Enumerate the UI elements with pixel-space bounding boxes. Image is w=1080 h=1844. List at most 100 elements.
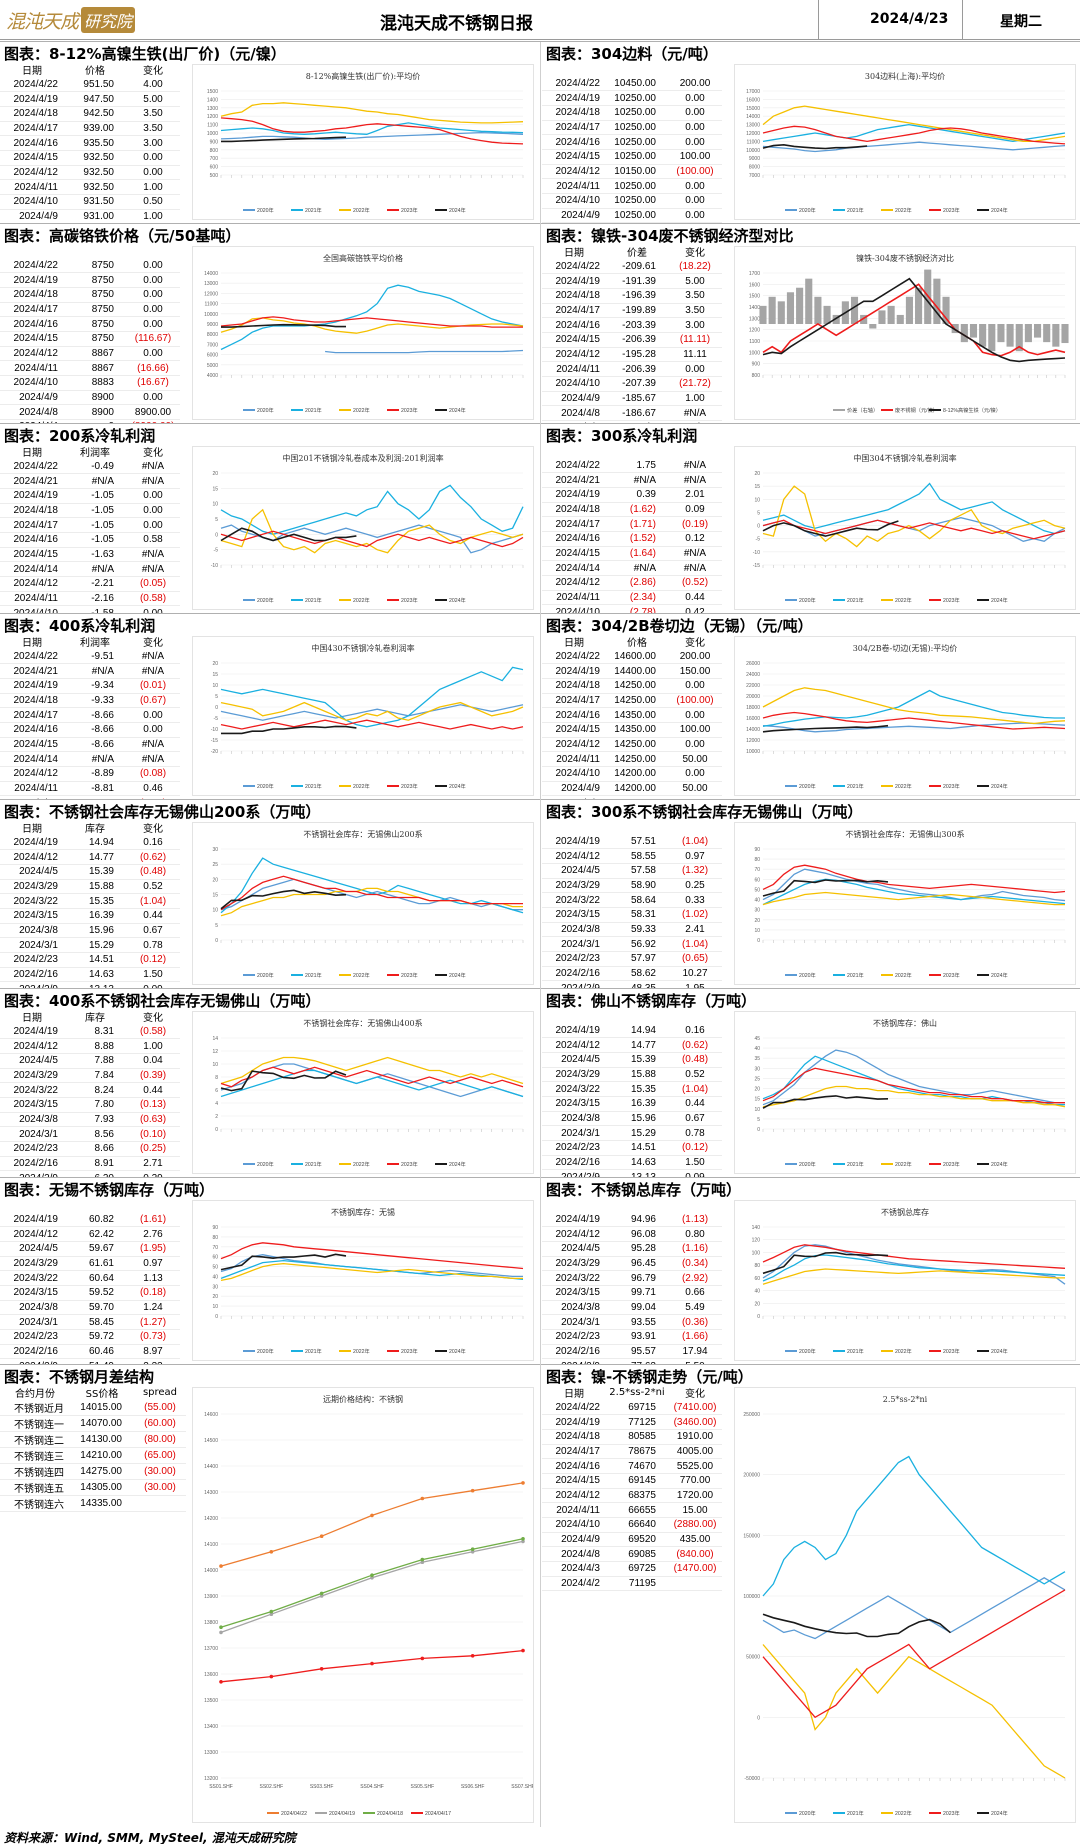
table-cell: (16.66) [126, 360, 180, 376]
y-tick-label: 25 [212, 862, 218, 868]
table-cell: 2024/4/9 [542, 208, 606, 224]
y-tick-label: 10 [212, 683, 218, 689]
table-cell: 8.24 [64, 1082, 126, 1098]
table-cell: 2024/3/8 [0, 923, 64, 939]
y-tick-label: 14300 [204, 1490, 218, 1496]
column-header: 利润率 [80, 448, 110, 459]
table-cell: 14.77 [64, 849, 126, 865]
table-cell: 1910.00 [668, 1429, 722, 1445]
table-cell: -9.27 [64, 795, 126, 800]
y-tick-label: 13400 [204, 1724, 218, 1730]
chart-title: 不锈钢总库存 [881, 1207, 929, 1217]
series-point [370, 1576, 374, 1580]
table-cell: 2024/4/9 [0, 209, 64, 224]
legend-label: 2024年 [991, 1160, 1008, 1168]
table-cell: (0.25) [126, 1141, 180, 1157]
table-cell: #N/A [64, 561, 126, 577]
table-cell: 0.58 [126, 532, 180, 548]
chart-title: 304边料(上海):平均价 [865, 71, 945, 81]
legend-label: 2022年 [895, 596, 912, 604]
table-row: 2024/4/40(8900.00) [0, 419, 180, 424]
table-row: 2024/4/19 10250.00 0.00 [542, 90, 722, 106]
table-cell: 2024/4/8 [542, 795, 606, 800]
legend-label: 2020年 [257, 1160, 274, 1168]
table-row: 2024/4/22 -9.51 #N/A [0, 649, 180, 665]
table-cell: 15.00 [668, 1502, 722, 1518]
series-point [420, 1656, 425, 1661]
table-cell: 2024/4/12 [542, 1488, 606, 1504]
table-row: 2024/4/15 14350.00 100.00 [542, 722, 722, 738]
table-cell: 14150.00 [668, 795, 722, 800]
table-cell: 939.00 [64, 121, 126, 137]
table-row: 2024/3/8 59.33 2.41 [542, 922, 722, 938]
table-cell: 2024/4/19 [542, 663, 606, 679]
legend-label: 2024年 [449, 406, 466, 414]
table-row: 2024/4/12 8.88 1.00 [0, 1038, 180, 1054]
column-header [668, 820, 722, 834]
table-cell: 14130.00 [70, 1431, 134, 1448]
table-cell: (0.13) [126, 1097, 180, 1113]
legend-label: 2023年 [943, 1347, 960, 1355]
table-cell: (0.58) [126, 591, 180, 607]
series-point [269, 1612, 274, 1616]
series-line [220, 666, 524, 728]
table-row: 2024/4/19 -191.39 5.00 [542, 273, 722, 289]
table-cell: (21.72) [668, 376, 722, 392]
chart-svg: 中国201不锈钢冷轧卷成本及利润:201利润率 -10 -5 0 5 10 15 20 2020… [211, 453, 524, 604]
chart-title: 中国430不锈钢冷轧卷利润率 [311, 643, 414, 653]
series-line [762, 689, 1065, 727]
series-line [762, 1251, 889, 1275]
table-cell: 0.00 [126, 722, 180, 738]
legend-label: 2021年 [305, 971, 322, 979]
table-cell: 2024/4/12 [0, 346, 64, 362]
chart-svg: 全国高碳铬铁平均价格 4000 5000 6000 7000 8000 9000 10000 1… [204, 253, 524, 414]
y-tick-label: 50 [754, 887, 760, 893]
table-cell: 8.56 [64, 1126, 126, 1142]
table-cell: 8.91 [64, 1156, 126, 1172]
table-cell: 2024/4/18 [0, 106, 64, 122]
table-cell: 3.00 [668, 317, 722, 333]
table-cell: #N/A [668, 458, 722, 474]
table-header-row: 日期 价差 变化 [542, 244, 722, 259]
y-tick-label: 11000 [204, 302, 218, 308]
bar-mark [1024, 324, 1032, 343]
y-tick-label: 14600 [204, 1412, 218, 1418]
chart-area: 不锈钢库存：佛山 0 5 10 15 20 25 30 35 40 45 2020年 2021年 2022… [734, 1011, 1076, 1174]
chart-area: 全国高碳铬铁平均价格 4000 5000 6000 7000 8000 9000 10000 1… [192, 246, 534, 420]
table-cell: 2024/2/9 [542, 1358, 606, 1365]
y-tick-label: 10000 [746, 148, 760, 154]
table-cell: 14275.00 [70, 1463, 134, 1480]
table-cell: -9.33 [64, 693, 126, 709]
table-cell: 13.13 [64, 981, 126, 989]
table-cell: 8750 [64, 316, 126, 332]
chart-title: 不锈钢社会库存：无锡佛山400系 [303, 1018, 422, 1028]
table-cell: 3.50 [668, 288, 722, 304]
table-row: 2024/4/9 69520 435.00 [542, 1532, 722, 1548]
series-point [470, 1547, 475, 1551]
table-cell: 2024/4/5 [0, 1053, 64, 1069]
table-row: 2024/4/19 0.39 2.01 [542, 487, 722, 503]
table-row: 2024/3/1 58.45 (1.27) [0, 1314, 180, 1330]
series-point [319, 1667, 324, 1671]
table-cell: 不锈钢连四 [0, 1463, 70, 1480]
y-tick-label: 35 [754, 1056, 760, 1062]
table-row: 2024/4/12 14.77 (0.62) [0, 849, 180, 865]
chart-title: 远期价格结构：不锈钢 [323, 1394, 403, 1404]
table-row: 2024/4/18 14250.00 0.00 [542, 678, 722, 694]
legend-label: 2021年 [305, 206, 322, 214]
series-line [220, 1259, 524, 1281]
chart-svg: 304边料(上海):平均价 7000 8000 9000 10000 11000 12000… [746, 71, 1066, 214]
table-row: 2024/3/1 15.29 0.78 [0, 937, 180, 953]
table-cell: -8.81 [64, 781, 126, 797]
column-header [668, 62, 722, 76]
table-cell: 2024/4/18 [542, 1429, 606, 1445]
y-tick-label: 12000 [746, 738, 760, 744]
y-tick-label: 25 [754, 1076, 760, 1082]
table-row: 2024/4/19 8.31 (0.58) [0, 1024, 180, 1040]
bar-mark [1015, 324, 1023, 352]
series-line [220, 1540, 524, 1634]
table-cell: (1.04) [668, 936, 722, 952]
y-tick-label: 800 [210, 148, 219, 154]
series-line [221, 136, 347, 143]
table-cell: 2024/4/19 [0, 488, 64, 504]
